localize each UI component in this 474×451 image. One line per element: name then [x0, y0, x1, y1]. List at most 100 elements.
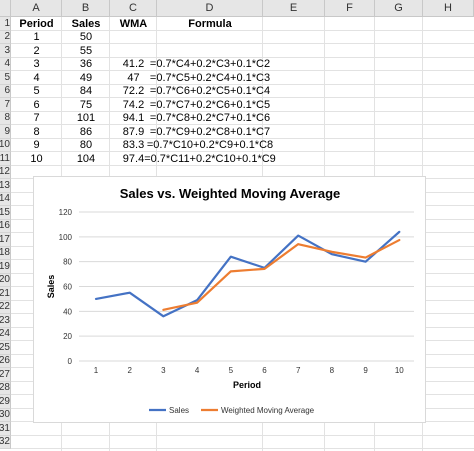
row-header-28[interactable]: 28 — [0, 381, 11, 395]
cell-formula[interactable]: =0.7*C10+0.2*C9+0.1*C8 — [146, 139, 274, 152]
cell-period[interactable]: 3 — [33, 58, 40, 71]
cell-sales[interactable]: 86 — [79, 125, 93, 138]
cell-period[interactable]: 10 — [30, 152, 43, 165]
cell-period[interactable]: 1 — [33, 31, 40, 44]
gridline-horizontal — [11, 110, 474, 112]
x-tick-label: 6 — [262, 366, 267, 375]
column-header-e[interactable]: E — [263, 0, 325, 17]
row-header-2[interactable]: 2 — [0, 30, 11, 44]
gridline-horizontal — [11, 56, 474, 58]
cell-period[interactable]: 2 — [33, 44, 40, 57]
row-header-3[interactable]: 3 — [0, 44, 11, 58]
y-tick-label: 80 — [63, 258, 72, 267]
cell-period[interactable]: 9 — [33, 139, 40, 152]
row-header-19[interactable]: 19 — [0, 260, 11, 274]
row-header-29[interactable]: 29 — [0, 395, 11, 409]
cell-wma[interactable]: 72.2 — [122, 85, 145, 98]
cell-sales[interactable]: 36 — [79, 58, 93, 71]
column-header-b[interactable]: B — [62, 0, 110, 17]
gridline-horizontal — [11, 164, 474, 166]
column-header-h[interactable]: H — [423, 0, 474, 17]
cell-sales[interactable]: 55 — [79, 44, 93, 57]
row-header-6[interactable]: 6 — [0, 84, 11, 98]
row-header-25[interactable]: 25 — [0, 341, 11, 355]
cell-sales[interactable]: 84 — [79, 85, 93, 98]
row-header-18[interactable]: 18 — [0, 246, 11, 260]
row-header-22[interactable]: 22 — [0, 300, 11, 314]
y-tick-label: 0 — [68, 357, 73, 366]
cell-period[interactable]: 4 — [33, 71, 40, 84]
x-tick-label: 8 — [330, 366, 335, 375]
cell-sales[interactable]: 50 — [79, 31, 93, 44]
cell-wma[interactable]: 74.2 — [122, 98, 145, 111]
row-header-15[interactable]: 15 — [0, 206, 11, 220]
cell-formula[interactable]: =0.7*C5+0.2*C4+0.1*C3 — [149, 71, 271, 84]
row-header-16[interactable]: 16 — [0, 219, 11, 233]
column-header-c[interactable]: C — [110, 0, 157, 17]
gridline-horizontal — [11, 434, 474, 436]
cell-sales[interactable]: 49 — [79, 71, 93, 84]
row-header-24[interactable]: 24 — [0, 327, 11, 341]
cell-formula[interactable]: =0.7*C7+0.2*C6+0.1*C5 — [149, 98, 271, 111]
row-header-14[interactable]: 14 — [0, 192, 11, 206]
cell-formula[interactable]: =0.7*C8+0.2*C7+0.1*C6 — [149, 112, 271, 125]
cell-wma[interactable]: 47 — [127, 71, 140, 84]
legend-label: Sales — [169, 406, 189, 415]
row-header-23[interactable]: 23 — [0, 314, 11, 328]
cell-period[interactable]: 5 — [33, 85, 40, 98]
cell-formula[interactable]: =0.7*C6+0.2*C5+0.1*C4 — [149, 85, 271, 98]
cell-period[interactable]: 8 — [33, 125, 40, 138]
row-header-12[interactable]: 12 — [0, 165, 11, 179]
cell-wma[interactable]: 94.1 — [122, 112, 145, 125]
gridline-horizontal — [11, 124, 474, 125]
cell-wma[interactable]: 83.3 — [122, 139, 145, 152]
cell-wma[interactable]: 97.4 — [122, 152, 145, 165]
cell-wma[interactable]: 87.9 — [122, 125, 145, 138]
column-header-f[interactable]: F — [325, 0, 375, 17]
row-header-31[interactable]: 31 — [0, 422, 11, 436]
row-header-20[interactable]: 20 — [0, 273, 11, 287]
row-header-17[interactable]: 17 — [0, 233, 11, 247]
row-header-32[interactable]: 32 — [0, 435, 11, 449]
row-header-21[interactable]: 21 — [0, 287, 11, 301]
cell-formula[interactable]: =0.7*C4+0.2*C3+0.1*C2 — [149, 58, 271, 71]
row-header-27[interactable]: 27 — [0, 368, 11, 382]
line-chart[interactable]: Sales vs. Weighted Moving Average 0 20 40 60… — [33, 176, 426, 423]
cell-period[interactable]: 6 — [33, 98, 40, 111]
cell-wma[interactable]: 41.2 — [122, 58, 145, 71]
cell-period[interactable]: 7 — [33, 112, 40, 125]
header-period[interactable]: Period — [19, 17, 54, 30]
row-header-5[interactable]: 5 — [0, 71, 11, 85]
cell-sales[interactable]: 75 — [79, 98, 93, 111]
row-header-9[interactable]: 9 — [0, 125, 11, 139]
series-line-sales[interactable] — [94, 230, 401, 318]
row-header-10[interactable]: 10 — [0, 138, 11, 152]
x-tick-label: 1 — [94, 366, 99, 375]
series-line-weighted-moving-average[interactable] — [162, 238, 401, 311]
select-all-corner[interactable] — [0, 0, 11, 17]
column-header-g[interactable]: G — [375, 0, 423, 17]
row-header-13[interactable]: 13 — [0, 179, 11, 193]
column-header-a[interactable]: A — [11, 0, 62, 17]
cell-sales[interactable]: 80 — [79, 139, 93, 152]
x-tick-label: 9 — [363, 366, 368, 375]
header-formula[interactable]: Formula — [188, 17, 232, 30]
cell-sales[interactable]: 104 — [76, 152, 96, 165]
x-tick-label: 10 — [395, 366, 404, 375]
cell-formula[interactable]: =0.7*C9+0.2*C8+0.1*C7 — [149, 125, 271, 138]
chart-title: Sales vs. Weighted Moving Average — [120, 186, 341, 201]
row-header-8[interactable]: 8 — [0, 111, 11, 125]
row-header-30[interactable]: 30 — [0, 408, 11, 422]
column-header-d[interactable]: D — [157, 0, 263, 17]
row-header-26[interactable]: 26 — [0, 354, 11, 368]
cell-sales[interactable]: 101 — [76, 112, 96, 125]
x-tick-label: 3 — [161, 366, 166, 375]
header-sales[interactable]: Sales — [71, 17, 101, 30]
row-header-11[interactable]: 11 — [0, 152, 11, 166]
chart-canvas: Sales vs. Weighted Moving Average 0 20 40 60… — [46, 186, 414, 415]
header-wma[interactable]: WMA — [119, 17, 148, 30]
row-header-1[interactable]: 1 — [0, 17, 11, 31]
row-header-7[interactable]: 7 — [0, 98, 11, 112]
row-header-4[interactable]: 4 — [0, 57, 11, 71]
cell-formula[interactable]: =0.7*C11+0.2*C10+0.1*C9 — [144, 152, 276, 165]
